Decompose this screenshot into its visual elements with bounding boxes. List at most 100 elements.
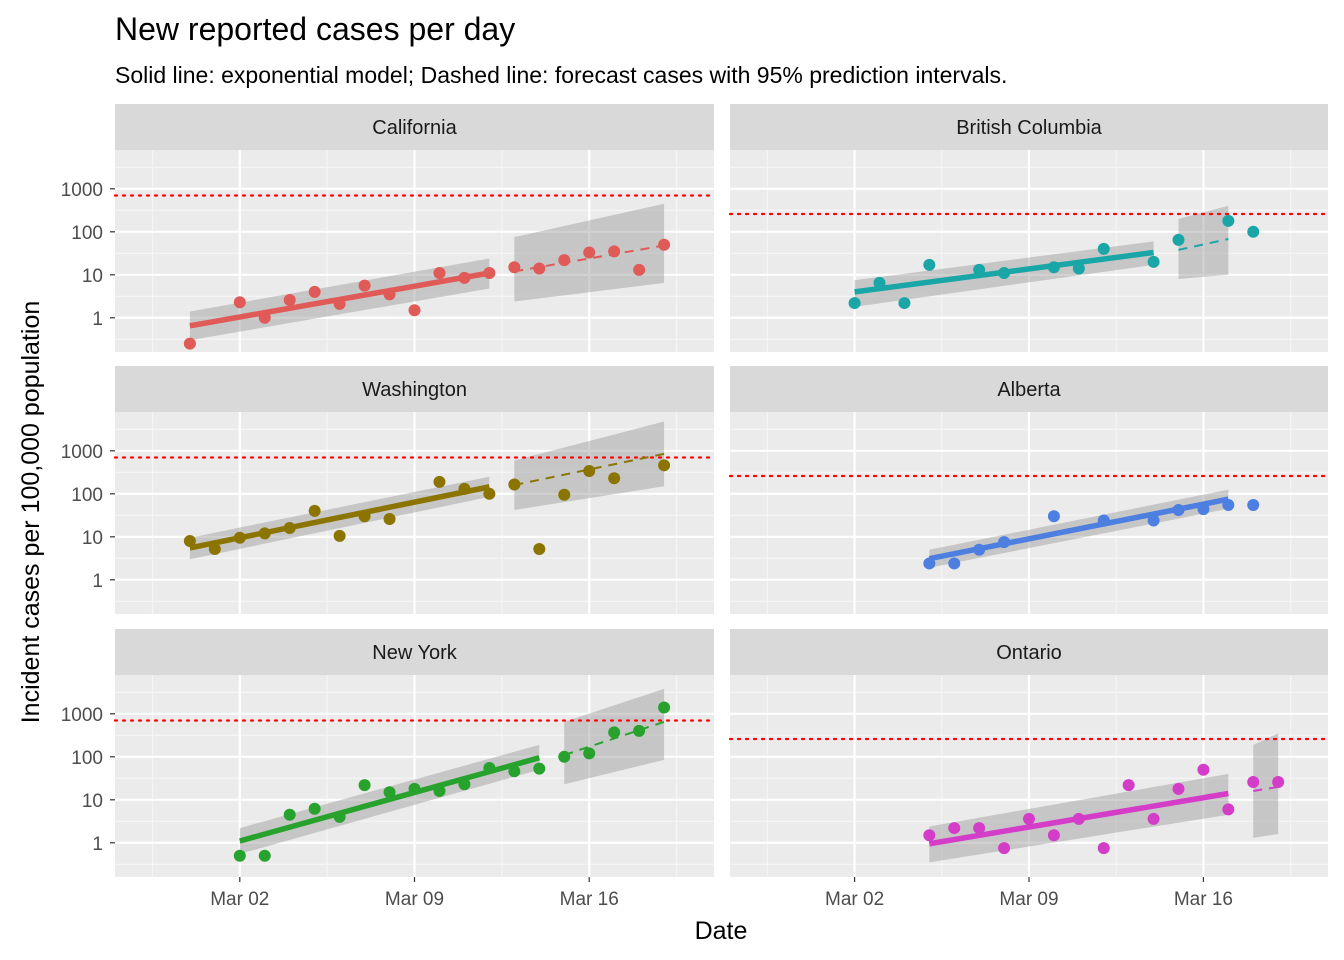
data-point — [358, 279, 371, 292]
data-point — [283, 808, 296, 821]
data-point — [633, 724, 646, 737]
data-point — [333, 529, 346, 542]
data-point — [923, 258, 936, 271]
data-point — [458, 778, 471, 791]
data-point — [1047, 510, 1060, 523]
chart-subtitle: Solid line: exponential model; Dashed li… — [115, 62, 1007, 88]
data-point — [1222, 803, 1235, 816]
data-point — [658, 238, 671, 251]
data-point — [998, 536, 1011, 549]
data-point — [1197, 503, 1210, 516]
strip-background — [730, 104, 1328, 150]
strip-label: British Columbia — [956, 117, 1102, 139]
data-point — [358, 779, 371, 792]
data-point — [258, 527, 271, 540]
forecast-prediction-band — [1253, 733, 1279, 838]
data-point — [1097, 842, 1110, 855]
data-point — [583, 747, 596, 760]
x-tick-label: Mar 16 — [1174, 889, 1233, 910]
strip-background — [115, 366, 714, 412]
data-point — [898, 297, 911, 310]
facet-panel: New York 1 10 100 1000 Mar 02 Mar 09 Mar 16 — [61, 629, 716, 910]
forecast-prediction-band — [1178, 205, 1229, 279]
facet-panel: California 1 10 100 1000 — [61, 104, 716, 352]
data-point — [608, 472, 621, 485]
data-point — [1047, 829, 1060, 842]
data-point — [308, 285, 321, 298]
data-point — [558, 254, 571, 267]
data-point — [508, 478, 521, 491]
strip-background — [730, 366, 1328, 412]
facet-panel: British Columbia — [728, 104, 1330, 352]
data-point — [1247, 498, 1260, 511]
data-point — [483, 761, 496, 774]
y-tick-label: 100 — [71, 748, 103, 769]
data-point — [233, 296, 246, 309]
data-point — [1147, 255, 1160, 268]
data-point — [1047, 261, 1060, 274]
data-point — [1172, 504, 1185, 517]
data-point — [183, 337, 196, 350]
data-point — [533, 262, 546, 275]
data-point — [333, 810, 346, 823]
y-axis-title: Incident cases per 100,000 population — [17, 301, 45, 724]
data-point — [998, 842, 1011, 855]
data-point — [1247, 775, 1260, 788]
y-tick-label: 10 — [82, 528, 103, 549]
data-point — [508, 765, 521, 778]
y-tick-label: 10 — [82, 266, 103, 287]
chart-title: New reported cases per day — [115, 11, 515, 47]
data-point — [948, 557, 961, 570]
data-point — [408, 304, 421, 317]
x-axis-title: Date — [695, 917, 748, 945]
data-point — [408, 782, 421, 795]
data-point — [1023, 812, 1035, 825]
data-point — [973, 263, 986, 276]
data-point — [183, 534, 196, 547]
data-point — [258, 311, 271, 324]
x-tick-label: Mar 16 — [560, 889, 619, 910]
data-point — [433, 785, 446, 798]
data-point — [1072, 262, 1085, 275]
strip-background — [730, 629, 1328, 675]
y-tick-label: 1 — [92, 834, 103, 855]
data-point — [873, 276, 886, 289]
data-point — [848, 297, 861, 310]
data-point — [1097, 242, 1110, 255]
data-point — [1147, 812, 1160, 825]
data-point — [973, 822, 986, 835]
data-point — [358, 510, 371, 523]
y-tick-label: 1 — [92, 571, 103, 592]
forecast-line — [563, 720, 665, 756]
data-point — [973, 543, 986, 556]
data-point — [1247, 225, 1260, 238]
strip-background — [115, 104, 714, 150]
data-point — [583, 246, 596, 259]
data-point — [558, 750, 571, 763]
y-tick-label: 1000 — [61, 180, 103, 201]
data-point — [433, 267, 446, 280]
data-point — [283, 522, 296, 535]
data-point — [383, 786, 396, 799]
x-tick-label: Mar 09 — [385, 889, 444, 910]
y-tick-label: 1 — [92, 309, 103, 330]
x-tick-label: Mar 09 — [999, 889, 1058, 910]
data-point — [608, 245, 621, 258]
x-tick-label: Mar 02 — [210, 889, 269, 910]
data-point — [1097, 514, 1110, 527]
data-point — [1222, 498, 1235, 511]
data-point — [483, 487, 496, 500]
strip-label: Ontario — [996, 642, 1062, 664]
facet-panel: Ontario Mar 02 Mar 09 Mar 16 — [728, 629, 1330, 910]
data-point — [308, 802, 321, 815]
data-point — [1172, 233, 1185, 246]
data-point — [658, 459, 671, 472]
data-point — [1272, 775, 1285, 788]
data-point — [658, 701, 671, 714]
data-point — [533, 543, 546, 556]
facet-panel: Washington 1 10 100 1000 — [61, 366, 716, 614]
strip-background — [115, 629, 714, 675]
data-point — [508, 261, 521, 274]
strip-label: Alberta — [997, 379, 1061, 401]
